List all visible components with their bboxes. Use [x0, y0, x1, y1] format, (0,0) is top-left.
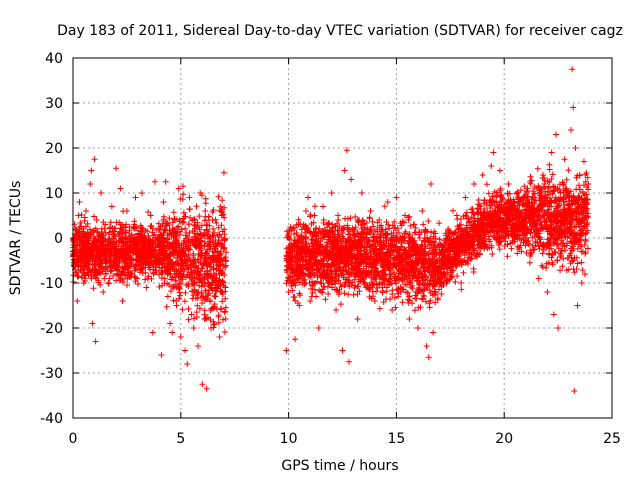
data-point: [194, 314, 201, 321]
data-point: [212, 293, 219, 300]
data-point: [105, 280, 112, 287]
data-point: [194, 295, 201, 302]
data-point: [206, 298, 213, 305]
data-point: [195, 251, 202, 258]
data-point: [185, 305, 192, 312]
data-point: [220, 244, 227, 251]
data-point: [210, 266, 217, 273]
data-point: [139, 225, 146, 232]
data-point: [149, 229, 156, 236]
data-point: [185, 245, 192, 252]
data-point: [221, 226, 228, 233]
data-point: [106, 229, 113, 236]
y-tick-label: -20: [40, 321, 63, 337]
data-point: [222, 304, 229, 311]
data-point: [194, 302, 201, 309]
y-tick-label: 40: [45, 51, 63, 67]
data-point: [113, 219, 120, 226]
x-tick-label: 10: [280, 431, 298, 447]
data-point: [101, 275, 108, 282]
data-point: [190, 315, 197, 322]
data-point: [91, 213, 98, 220]
data-point: [97, 281, 104, 288]
data-point: [110, 228, 117, 235]
data-point: [202, 208, 209, 215]
data-point: [168, 231, 175, 238]
y-tick-label: 0: [54, 231, 63, 247]
y-tick-label: -10: [40, 276, 63, 292]
data-point: [84, 269, 91, 276]
data-point: [179, 219, 186, 226]
data-point: [171, 273, 178, 280]
data-point: [90, 285, 97, 292]
y-tick-label: 10: [45, 186, 63, 202]
data-point: [215, 224, 222, 231]
data-point: [213, 288, 220, 295]
y-tick-label: 30: [45, 96, 63, 112]
data-point: [191, 216, 198, 223]
y-tick-label: -40: [40, 411, 63, 427]
data-point: [131, 218, 138, 225]
data-point: [205, 254, 212, 261]
data-point: [218, 222, 225, 229]
data-point: [180, 209, 187, 216]
data-point: [185, 316, 192, 323]
data-point: [196, 305, 203, 312]
data-point: [153, 267, 160, 274]
data-point: [118, 270, 125, 277]
data-point: [202, 287, 209, 294]
data-point: [118, 271, 125, 278]
data-point: [81, 217, 88, 224]
data-point: [107, 219, 114, 226]
chart-title: Day 183 of 2011, Sidereal Day-to-day VTE…: [57, 23, 623, 39]
data-point: [175, 223, 182, 230]
data-points: [70, 66, 592, 394]
data-point: [84, 220, 91, 227]
data-point: [187, 258, 194, 265]
data-point: [189, 295, 196, 302]
data-point: [110, 273, 117, 280]
data-point: [137, 222, 144, 229]
x-tick-label: 5: [176, 431, 185, 447]
data-point: [198, 222, 205, 229]
data-point: [102, 271, 109, 278]
y-tick-label: 20: [45, 141, 63, 157]
x-tick-label: 0: [69, 431, 78, 447]
data-point: [220, 262, 227, 269]
y-tick-label: -30: [40, 366, 63, 382]
data-point: [181, 298, 188, 305]
data-point: [145, 208, 152, 215]
data-point: [177, 292, 184, 299]
x-tick-label: 25: [603, 431, 621, 447]
x-tick-label: 20: [495, 431, 513, 447]
data-point: [201, 307, 208, 314]
data-point: [142, 227, 149, 234]
data-point: [193, 203, 200, 210]
data-point: [215, 193, 222, 200]
data-point: [142, 276, 149, 283]
x-tick-label: 15: [387, 431, 405, 447]
data-point: [217, 240, 224, 247]
data-point: [179, 306, 186, 313]
data-point: [204, 222, 211, 229]
data-point: [187, 214, 194, 221]
data-point: [219, 298, 226, 305]
data-point: [220, 316, 227, 323]
data-point: [77, 219, 84, 226]
data-point: [186, 206, 193, 213]
data-point: [153, 226, 160, 233]
data-point: [221, 309, 228, 316]
data-point: [113, 277, 120, 284]
data-point: [222, 315, 229, 322]
data-point: [182, 225, 189, 232]
data-point: [182, 232, 189, 239]
data-point: [198, 289, 205, 296]
data-point: [201, 217, 208, 224]
data-point: [193, 278, 200, 285]
data-point: [203, 250, 210, 257]
data-point: [77, 266, 84, 273]
data-point: [199, 300, 206, 307]
